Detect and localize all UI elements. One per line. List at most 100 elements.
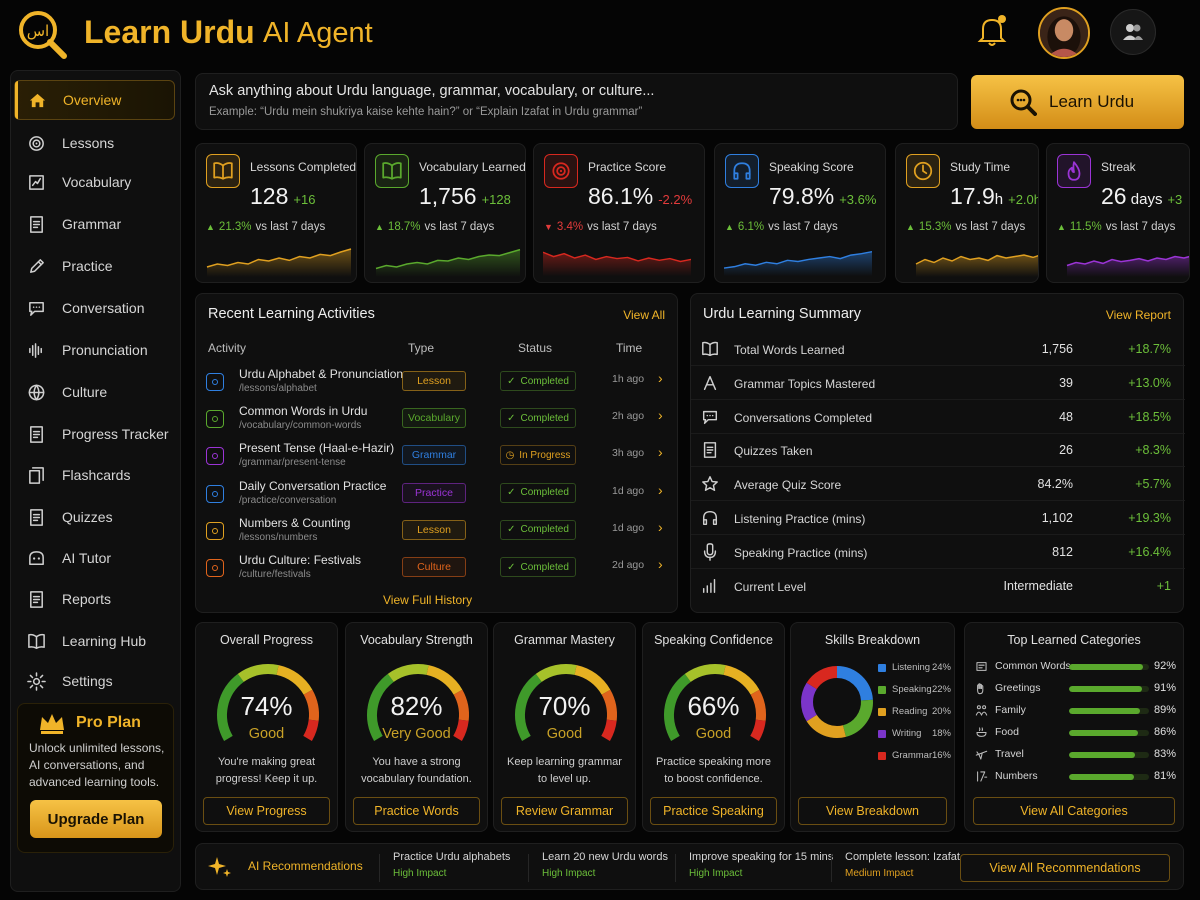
stat-value-line: 26 days +3 [1101, 183, 1182, 210]
users-button[interactable] [1110, 9, 1156, 55]
stat-icon-wrap [725, 154, 759, 188]
legend-value: 22% [931, 684, 951, 695]
sidebar-item-practice[interactable]: Practice [14, 246, 175, 286]
stat-value-line: 1,756 +128 [419, 183, 511, 210]
sidebar: Overview Lessons Vocabulary Grammar Practice… [10, 70, 181, 892]
learn-urdu-label: Learn Urdu [1049, 92, 1135, 111]
recommendation-item[interactable]: Learn 20 new Urdu words High Impact [542, 851, 668, 879]
stat-value-line: 86.1% -2.2% [588, 183, 692, 210]
table-row[interactable]: Present Tense (Haal-e-Hazir)/grammar/pre… [196, 438, 679, 475]
target-icon-wrap [26, 133, 46, 153]
gauge-value: 70% [538, 691, 591, 721]
category-name: Greetings [995, 682, 1041, 694]
microphone-icon [703, 542, 717, 561]
stat-delta: +2.0h [1008, 192, 1039, 207]
sidebar-item-progress-tracker[interactable]: Progress Tracker [14, 414, 175, 454]
chevron-right-icon[interactable]: › [658, 518, 663, 535]
sidebar-item-vocabulary[interactable]: Vocabulary [14, 162, 175, 202]
gauge-button[interactable]: Review Grammar [501, 797, 628, 825]
divider [528, 854, 529, 882]
sidebar-item-reports[interactable]: Reports [14, 579, 175, 619]
gauge-rating: Very Good [382, 726, 451, 742]
summary-label: Listening Practice (mins) [734, 512, 866, 526]
sidebar-item-ai-tutor[interactable]: AI Tutor [14, 538, 175, 578]
chevron-right-icon[interactable]: › [658, 556, 663, 572]
recommendation-impact: High Impact [542, 868, 596, 879]
chevron-right-icon[interactable]: › [658, 407, 663, 424]
sidebar-item-conversation[interactable]: Conversation [14, 288, 175, 328]
activity-dot [212, 490, 218, 497]
sidebar-item-learning-hub[interactable]: Learning Hub [14, 621, 175, 661]
category-icon-wrap [975, 726, 988, 739]
logo-magnifier-icon: اس [19, 11, 67, 59]
view-breakdown-button[interactable]: View Breakdown [798, 797, 947, 825]
food-icon [976, 727, 987, 737]
stat-label: Practice Score [588, 160, 667, 174]
sidebar-item-flashcards[interactable]: Flashcards [14, 455, 175, 495]
table-row[interactable]: Numbers & Counting/lessons/numbers Lesson… [196, 513, 679, 550]
app-subtitle: AI Agent [263, 17, 373, 49]
view-all-link[interactable]: View All [623, 308, 665, 322]
soundwave-icon [28, 342, 42, 358]
gauge-segment [237, 664, 279, 683]
search-input[interactable]: Ask anything about Urdu language, gramma… [195, 73, 958, 130]
avatar[interactable] [1038, 7, 1090, 59]
sidebar-item-label: Vocabulary [62, 174, 132, 190]
stat-value-line: 128 +16 [250, 183, 315, 210]
stat-icon-wrap [544, 154, 578, 188]
sidebar-item-quizzes[interactable]: Quizzes [14, 497, 175, 537]
sidebar-item-overview[interactable]: Overview [14, 80, 175, 120]
legend-name: Speaking [892, 684, 932, 695]
sidebar-item-lessons[interactable]: Lessons [14, 123, 175, 163]
chevron-right-icon[interactable]: › [658, 481, 663, 498]
table-row[interactable]: Daily Conversation Practice/practice/con… [196, 476, 679, 513]
sparkline-line [375, 248, 521, 270]
gauge-button[interactable]: View Progress [203, 797, 330, 825]
recommendation-item[interactable]: Improve speaking for 15 mins High Impact [689, 851, 833, 879]
stat-value: 1,756 [419, 183, 477, 209]
gauge-segment [387, 664, 429, 683]
table-row[interactable]: Common Words in Urdu/vocabulary/common-w… [196, 401, 679, 438]
sidebar-item-culture[interactable]: Culture [14, 372, 175, 412]
recommendation-text: Improve speaking for 15 mins [689, 851, 834, 863]
stat-value: 26 [1101, 183, 1127, 209]
summary-row: Conversations Completed 48 +18.5% [691, 400, 1185, 434]
donut-slice-grammar [806, 666, 838, 690]
stat-unit: h [994, 191, 1004, 208]
sidebar-item-pronunciation[interactable]: Pronunciation [14, 330, 175, 370]
search-placeholder: Ask anything about Urdu language, gramma… [209, 83, 655, 99]
view-all-categories-button[interactable]: View All Categories [973, 797, 1175, 825]
quiz-icon [703, 442, 717, 459]
bell-icon[interactable] [977, 14, 1007, 48]
gauge-segment [601, 719, 617, 741]
stat-delta: -2.2% [658, 192, 693, 207]
recommendation-item[interactable]: Complete lesson: Izafat Medium Impact [845, 851, 960, 879]
sidebar-item-grammar[interactable]: Grammar [14, 204, 175, 244]
star-icon [702, 476, 718, 492]
recommendation-item[interactable]: Practice Urdu alphabets High Impact [393, 851, 510, 879]
sidebar-item-settings[interactable]: Settings [14, 661, 175, 701]
category-row: Travel 83% [975, 744, 1179, 766]
stat-card: Practice Score 86.1% -2.2% ▼ 3.4% vs last 7 d… [533, 143, 705, 283]
learn-urdu-button[interactable]: Learn Urdu [971, 75, 1184, 129]
home-icon [29, 93, 45, 107]
gauge-segment [453, 689, 469, 721]
table-row[interactable]: Urdu Alphabet & Pronunciation/lessons/al… [196, 364, 679, 401]
logo-glyph: اس [27, 22, 49, 40]
chevron-right-icon[interactable]: › [658, 370, 663, 386]
summary-row: Speaking Practice (mins) 812 +16.4% [691, 535, 1185, 569]
gauge-button[interactable]: Practice Words [353, 797, 480, 825]
upgrade-plan-button[interactable]: Upgrade Plan [30, 800, 162, 838]
view-all-recommendations-button[interactable]: View All Recommendations [960, 854, 1170, 882]
stat-delta: +128 [481, 192, 511, 207]
view-report-link[interactable]: View Report [1105, 308, 1171, 322]
sidebar-item-label: Practice [62, 258, 113, 274]
col-time: Time [616, 341, 643, 355]
pencil-icon-wrap [26, 256, 46, 276]
table-row[interactable]: Urdu Culture: Festivals/culture/festival… [196, 550, 679, 587]
gauge-title: Overall Progress [219, 633, 314, 647]
users-icon [1123, 24, 1143, 40]
view-full-history-link[interactable]: View Full History [383, 593, 473, 607]
gauge-button[interactable]: Practice Speaking [650, 797, 777, 825]
chevron-right-icon[interactable]: › [658, 444, 663, 461]
